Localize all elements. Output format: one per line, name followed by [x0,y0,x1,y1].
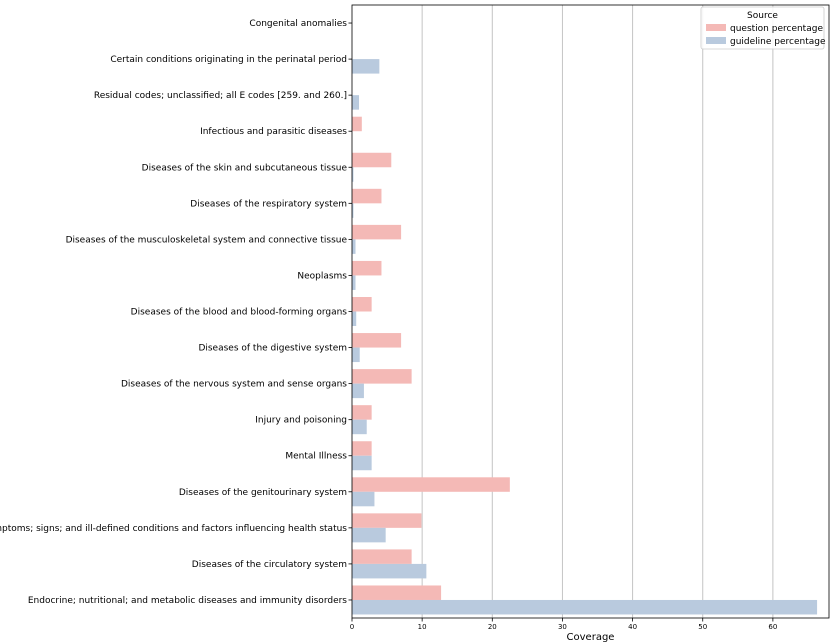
category-label: Diseases of the circulatory system [192,560,347,570]
bar-guideline [352,491,375,507]
legend-swatch [706,24,726,31]
x-tick-label: 20 [488,623,497,631]
category-label: Symptoms; signs; and ill-defined conditi… [0,524,347,534]
legend-box [700,6,825,50]
bar-question [352,585,442,600]
category-label: Diseases of the genitourinary system [179,488,347,498]
bar-question [352,513,422,528]
bar-guideline [352,563,427,579]
bar-guideline [352,95,360,110]
x-tick-label: 10 [418,623,427,631]
bar-guideline [352,311,357,326]
category-label: Congenital anomalies [249,19,347,29]
category-label: Injury and poisoning [255,416,347,426]
bar-question [352,333,402,348]
bar-question [352,549,412,564]
bar-guideline [352,167,354,182]
bar-guideline [352,239,356,254]
grid-lines [421,5,774,618]
x-tick-label: 50 [698,623,707,631]
plot-frame [351,4,830,619]
category-label: Diseases of the respiratory system [190,199,347,209]
category-label: Residual codes; unclassified; all E code… [94,91,347,101]
category-label: Diseases of the blood and blood-forming … [131,308,348,318]
x-axis-title: Coverage [567,632,615,643]
category-label: Neoplasms [297,271,347,281]
bar-guideline [352,599,818,615]
bar-question [352,369,412,384]
bar-guideline [352,383,364,399]
bar-question [352,152,392,168]
bar-guideline [352,203,354,218]
category-label: Infectious and parasitic diseases [200,127,347,137]
category-labels: Congenital anomalies Certain conditions o… [0,19,352,606]
bar-guideline [352,275,356,290]
category-label: Diseases of the digestive system [198,344,347,354]
bars [352,59,818,615]
bar-question [352,116,362,132]
category-label: Certain conditions originating in the pe… [110,55,347,65]
bar-guideline [352,347,360,363]
x-tick-label: 0 [350,623,354,631]
category-label: Diseases of the skin and subcutaneous ti… [142,163,348,173]
bar-question [352,260,382,276]
x-axis-ticks: 0 10 20 30 40 50 60 [350,618,777,631]
bar-question [352,188,382,204]
category-label: Mental Illness [285,452,347,462]
bar-question [352,441,372,456]
legend-label: question percentage [730,24,823,34]
bar-guideline [352,527,386,543]
x-tick-label: 30 [558,623,567,631]
legend-title: Source [747,11,778,21]
x-tick-label: 60 [768,623,777,631]
bar-question [352,405,372,420]
bar-guideline [352,455,372,471]
legend-label: guideline percentage [730,37,826,47]
bar-question [352,477,510,492]
category-label: Endocrine; nutritional; and metabolic di… [28,596,347,606]
legend-items: question percentage guideline percentage [706,24,826,47]
bar-guideline [352,59,380,74]
bar-question [352,224,402,240]
bar-guideline [352,419,367,435]
legend: Source question percentage guideline perc… [700,6,826,50]
category-label: Diseases of the musculoskeletal system a… [66,235,348,245]
x-tick-label: 40 [628,623,637,631]
category-label: Diseases of the nervous system and sense… [121,380,347,390]
bar-question [352,297,372,312]
legend-swatch [706,37,726,44]
